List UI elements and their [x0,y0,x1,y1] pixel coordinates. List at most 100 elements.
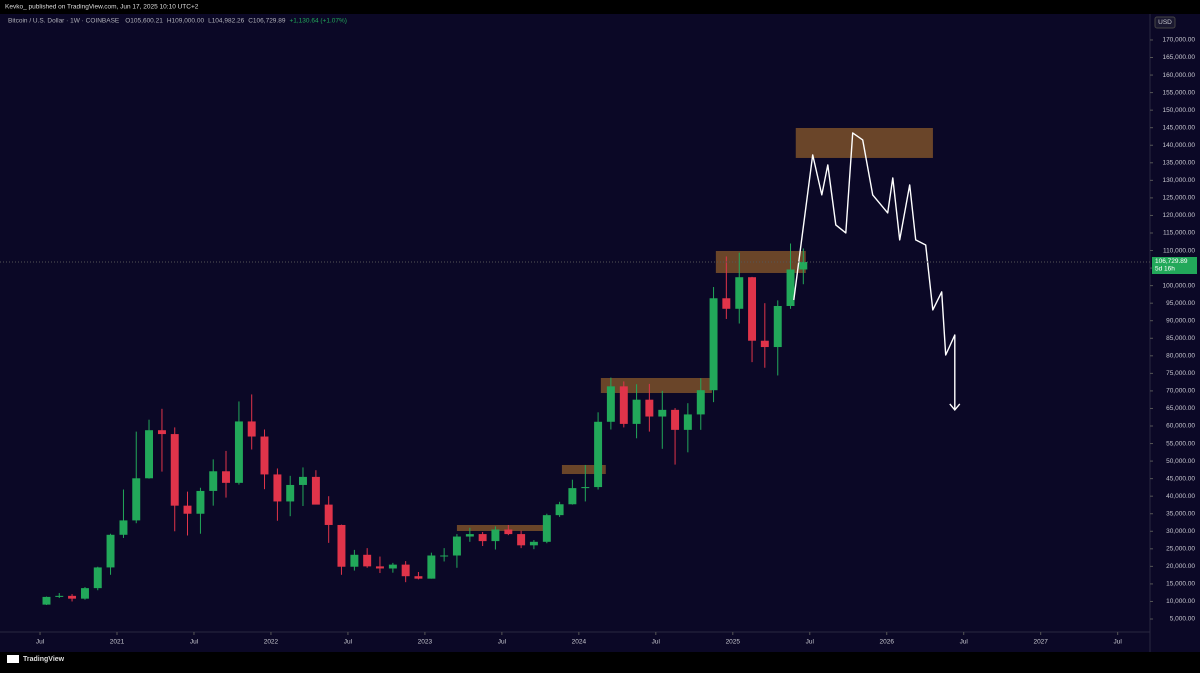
y-tick-label: 50,000.00 [1166,458,1195,465]
candle-body [119,520,128,535]
candle-body [93,567,102,589]
x-tick-label: 2023 [418,639,433,646]
y-tick-label: 135,000.00 [1162,160,1195,167]
candle-body [350,554,359,567]
candle-body [606,386,615,422]
candle-body [683,414,692,430]
candle-body [452,536,461,556]
candle-body [542,515,551,542]
y-tick-label: 95,000.00 [1166,300,1195,307]
candle-body [504,529,513,535]
zone [600,377,712,394]
x-tick-label: Jul [498,639,507,646]
y-tick-label: 115,000.00 [1163,230,1195,237]
zone [795,127,933,158]
candle-body [273,474,282,502]
candle-body [247,421,256,437]
candle-body [440,555,449,557]
x-tick-label: Jul [344,639,353,646]
currency-button[interactable] [1154,16,1176,29]
ohlc-value: L104,982.26 [208,18,245,25]
candle-body [491,529,500,542]
ohlc-value: C106,729.89 [248,18,286,25]
candle-body [81,588,89,599]
candle-body [658,409,667,417]
candle-body [414,576,423,579]
x-tick-label: 2022 [264,639,279,646]
y-tick-label: 140,000.00 [1162,142,1195,149]
y-tick-label: 30,000.00 [1166,528,1195,535]
x-tick-label: 2027 [1033,639,1048,646]
projection-line [793,132,956,410]
last-price-tag [1152,257,1197,275]
candle-body [388,564,397,569]
y-tick-label: 145,000.00 [1162,124,1195,131]
candle-body [157,430,166,435]
ohlc-value: H109,000.00 [167,18,205,25]
currency[interactable]: USD [1158,19,1172,26]
plot-background [0,14,1200,652]
symbol: Bitcoin / U.S. Dollar · 1W · COINBASE [8,18,120,25]
countdown: 5d 16h [1155,266,1175,273]
ohlc-value: +1,130.64 (+1.07%) [289,18,346,25]
candle-body [337,524,346,567]
y-tick-label: 110,000.00 [1163,247,1195,254]
candle-body [132,478,141,521]
y-tick-label: 65,000.00 [1166,405,1195,412]
candle-body [722,298,731,309]
y-tick-label: 170,000.00 [1162,37,1195,44]
y-tick-label: 75,000.00 [1166,370,1195,377]
candle-body [786,269,795,306]
candle-body [478,534,487,542]
last-price-label: 106,729.89 [1155,258,1188,265]
candle-body [234,421,243,483]
candle-body [671,409,680,430]
candle-body [42,596,51,605]
candle-body [594,421,603,488]
candle-body [55,595,64,597]
candle-body [760,340,769,348]
candle-body [555,504,564,516]
candle-body [222,471,230,483]
candle-body [696,390,705,415]
candle-body [568,488,577,505]
candle-body [298,476,307,485]
y-tick-label: 20,000.00 [1166,563,1195,570]
x-tick-label: 2025 [726,639,741,646]
candle-body [465,534,474,537]
y-tick-label: 100,000.00 [1162,282,1195,289]
candle-body [286,484,295,502]
candle-body [260,436,269,475]
x-tick-label: Jul [1114,639,1123,646]
candle-body [311,476,320,505]
candle-body [106,534,115,568]
zone [561,464,606,475]
candle-body [324,504,333,525]
candle-body [183,505,192,514]
candle-body [645,399,654,417]
candle-body [581,487,590,489]
zone [715,250,806,273]
candle-body [619,386,628,424]
candle-body [170,434,179,506]
candle-body [145,430,153,479]
x-tick-label: 2026 [880,639,895,646]
x-tick-label: Jul [652,639,661,646]
byline: Kevko_ published on TradingView.com, Jun… [5,4,199,11]
x-tick-label: Jul [806,639,815,646]
ohlc-value: O105,600.21 [125,18,163,25]
candle-body [196,490,205,514]
x-tick-label: Jul [190,639,199,646]
y-tick-label: 55,000.00 [1166,440,1195,447]
brand: TradingView [23,656,65,663]
y-tick-label: 25,000.00 [1166,546,1195,553]
candle-body [209,471,218,491]
brand-logo [7,655,19,663]
y-tick-label: 160,000.00 [1162,72,1195,79]
projection-arrowhead [949,403,961,412]
candle-body [799,262,808,270]
y-tick-label: 35,000.00 [1166,510,1195,517]
y-tick-label: 70,000.00 [1166,388,1195,395]
candle-body [748,277,757,341]
